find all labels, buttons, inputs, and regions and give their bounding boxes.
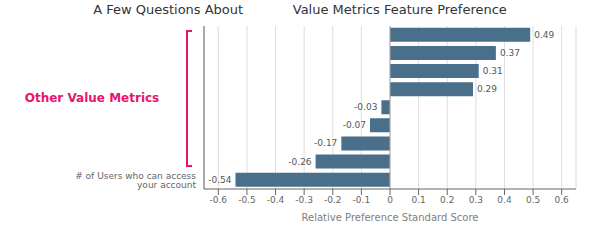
- svg-text:-0.54: -0.54: [208, 175, 232, 185]
- svg-text:-0.3: -0.3: [295, 195, 313, 205]
- svg-text:0.49: 0.49: [534, 30, 554, 40]
- svg-text:-0.26: -0.26: [288, 157, 312, 167]
- svg-text:0.1: 0.1: [411, 195, 425, 205]
- svg-text:-0.03: -0.03: [354, 102, 377, 112]
- svg-text:Relative Preference Standard S: Relative Preference Standard Score: [302, 212, 479, 223]
- svg-text:0.6: 0.6: [555, 195, 570, 205]
- svg-text:-0.1: -0.1: [353, 195, 371, 205]
- svg-text:-0.4: -0.4: [267, 195, 285, 205]
- svg-text:0.4: 0.4: [497, 195, 512, 205]
- svg-text:0.29: 0.29: [477, 84, 497, 94]
- svg-text:-0.2: -0.2: [324, 195, 342, 205]
- svg-text:0.37: 0.37: [500, 48, 520, 58]
- svg-text:-0.5: -0.5: [238, 195, 256, 205]
- svg-text:0.5: 0.5: [526, 195, 540, 205]
- html-text:A Few Questions About Value Me: A Few Questions About Value Metrics Feat…: [93, 2, 507, 17]
- svg-text:-0.07: -0.07: [343, 120, 366, 130]
- svg-text:-0.6: -0.6: [210, 195, 228, 205]
- svg-text:-0.17: -0.17: [314, 138, 337, 148]
- svg-text:# of Users who can accessyour: # of Users who can accessyour account: [75, 171, 196, 190]
- svg-text:0.3: 0.3: [469, 195, 483, 205]
- svg-text:0: 0: [387, 195, 393, 205]
- html-text:Other Value Metrics: Other Value Metrics: [24, 91, 160, 106]
- svg-text:0.31: 0.31: [483, 66, 503, 76]
- svg-text:0.2: 0.2: [440, 195, 454, 205]
